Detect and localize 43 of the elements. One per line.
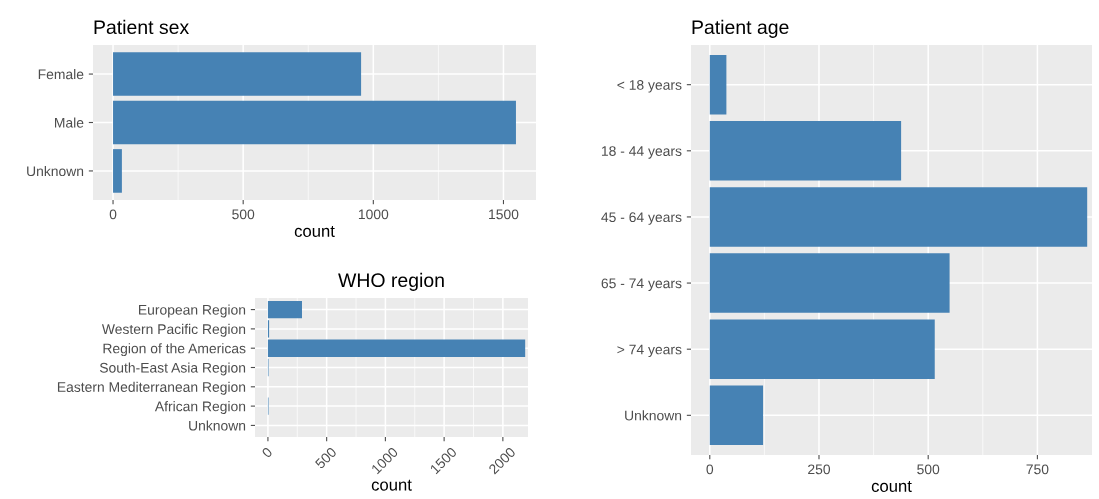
bar	[113, 100, 516, 145]
y-tick-label: 65 - 74 years	[601, 278, 682, 291]
bar	[267, 300, 302, 319]
x-tick-label: 0	[109, 209, 117, 220]
chart-title: WHO region	[338, 272, 444, 291]
y-tick-label: European Region	[139, 304, 246, 318]
y-tick-label: Male	[55, 117, 84, 128]
bar	[709, 54, 727, 115]
y-tick-label: Region of the Americas	[103, 343, 246, 357]
x-tick-label: 1000	[358, 209, 389, 220]
y-tick-label: > 74 years	[617, 344, 682, 358]
x-tick-label: 500	[232, 209, 255, 220]
chart-title: Patient age	[692, 19, 789, 38]
x-tick-label: 1500	[489, 209, 519, 220]
y-tick-label: Eastern Mediterranean Region	[57, 381, 246, 395]
y-tick-label: South-East Asia Region	[99, 362, 246, 376]
y-tick-label: 18 - 44 years	[601, 146, 682, 159]
bar	[113, 52, 362, 96]
bar	[709, 385, 764, 446]
x-tick-label: 500	[917, 464, 940, 475]
x-tick-label: 0	[706, 464, 714, 475]
bar	[709, 253, 950, 313]
y-tick-label: Unknown	[27, 165, 84, 177]
bar	[709, 121, 902, 181]
x-tick-label: 750	[1026, 464, 1049, 475]
x-tick-label: 0	[261, 446, 273, 459]
y-tick-label: Unknown	[625, 410, 682, 421]
y-tick-label: African Region	[154, 401, 246, 415]
y-tick-label: Western Pacific Region	[101, 323, 246, 337]
bar	[267, 339, 526, 357]
bar	[709, 187, 1088, 247]
chart-title: Patient sex	[94, 19, 189, 35]
y-tick-label: < 18 years	[617, 80, 682, 93]
x-tick-label: 500	[314, 446, 338, 470]
bar	[709, 319, 935, 379]
y-tick-label: 45 - 64 years	[601, 212, 682, 225]
x-axis-title: count	[371, 479, 412, 491]
x-tick-label: 250	[808, 464, 831, 475]
bar	[113, 149, 122, 193]
y-tick-label: Female	[38, 69, 84, 80]
x-axis-title: count	[871, 481, 912, 492]
y-tick-label: Unknown	[189, 420, 246, 431]
x-axis-title: count	[294, 226, 335, 237]
